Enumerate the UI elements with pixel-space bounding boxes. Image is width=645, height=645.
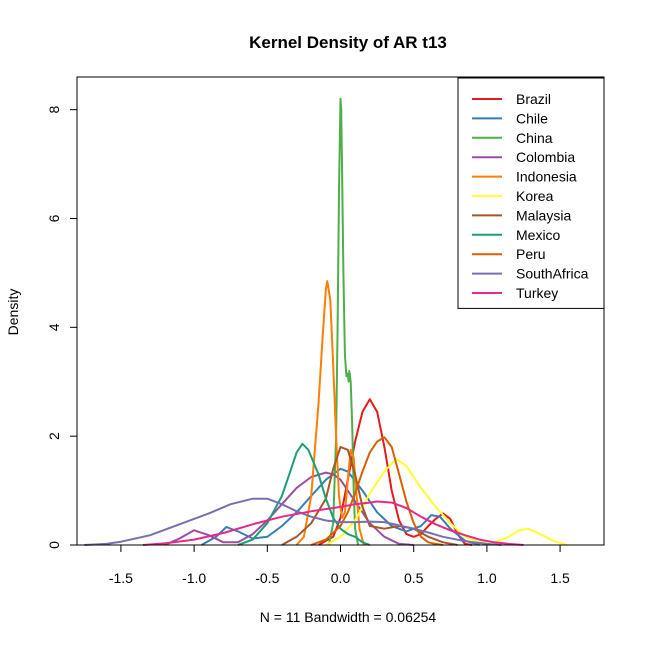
- legend-label-colombia: Colombia: [516, 149, 575, 165]
- plot-area: [84, 97, 597, 546]
- legend-label-malaysia: Malaysia: [516, 207, 571, 223]
- legend-box: [457, 77, 605, 309]
- series-line-indonesia: [295, 280, 365, 546]
- x-tick-label: -0.5: [255, 570, 279, 586]
- legend-label-brazil: Brazil: [516, 91, 551, 107]
- y-tick-label: 4: [46, 323, 62, 331]
- series-line-korea: [325, 458, 568, 546]
- x-tick-label: 1.0: [477, 570, 497, 586]
- legend-label-mexico: Mexico: [516, 227, 561, 243]
- x-axis: -1.5 -1.0 -0.5 0.0 0.5 1.0 1.5: [109, 544, 570, 586]
- x-tick-label: 0.0: [331, 570, 351, 586]
- series-line-china: [327, 97, 360, 546]
- y-axis-label: Density: [5, 289, 21, 336]
- legend-label-chile: Chile: [516, 110, 548, 126]
- legend-label-peru: Peru: [516, 246, 546, 262]
- legend-label-china: China: [516, 130, 553, 146]
- chart-title: Kernel Density of AR t13: [249, 33, 447, 52]
- legend-label-indonesia: Indonesia: [516, 169, 577, 185]
- x-tick-label: 0.5: [404, 570, 424, 586]
- x-axis-label: N = 11 Bandwidth = 0.06254: [260, 609, 437, 625]
- y-tick-label: 0: [46, 541, 62, 549]
- legend-label-korea: Korea: [516, 188, 554, 204]
- series-line-malaysia: [281, 446, 458, 546]
- series-line-turkey: [142, 500, 524, 546]
- x-tick-label: -1.0: [182, 570, 206, 586]
- series-line-mexico: [237, 442, 371, 546]
- x-tick-label: 1.5: [550, 570, 570, 586]
- series-line-brazil: [318, 398, 473, 546]
- y-tick-label: 8: [46, 106, 62, 114]
- y-tick-label: 6: [46, 214, 62, 222]
- legend-label-turkey: Turkey: [516, 285, 558, 301]
- y-axis: 0 2 4 6 8: [46, 106, 78, 549]
- series-line-southafrica: [84, 497, 502, 546]
- series-line-peru: [310, 436, 444, 546]
- legend: Brazil Chile China Colombia Indonesia Korea Ma…: [457, 77, 605, 309]
- series-line-chile: [200, 467, 480, 546]
- legend-label-southafrica: SouthAfrica: [516, 266, 589, 282]
- y-tick-label: 2: [46, 432, 62, 440]
- x-tick-label: -1.5: [109, 570, 133, 586]
